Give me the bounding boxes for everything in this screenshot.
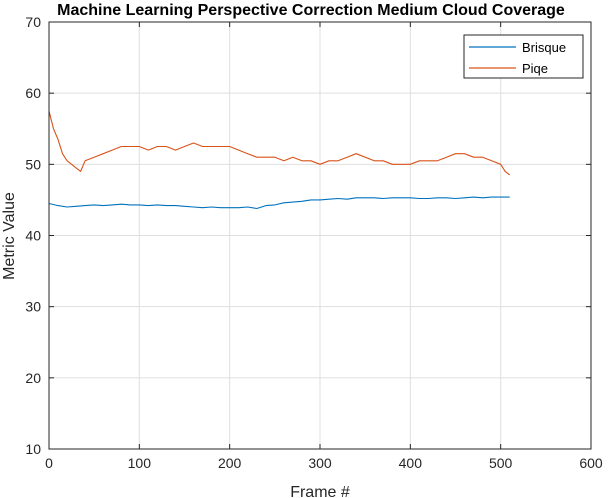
x-tick-label: 500 [489,455,513,471]
y-tick-label: 60 [25,85,41,101]
y-tick-label: 30 [25,299,41,315]
legend-label-brisque: Brisque [522,40,566,55]
y-tick-label: 70 [25,14,41,30]
y-tick-label: 50 [25,156,41,172]
chart-title: Machine Learning Perspective Correction … [57,2,565,19]
legend: Brisque Piqe [463,34,584,79]
y-axis-label: Metric Value [1,192,18,280]
axis-ticks: 0 100 200 300 400 500 600 10 20 30 40 50 60 70 [25,14,602,471]
y-tick-label: 40 [25,228,41,244]
legend-box [463,34,584,79]
legend-label-piqe: Piqe [522,61,548,76]
series-group [48,110,511,210]
series-line-brisque [48,196,510,210]
y-tick-label: 20 [25,370,41,386]
x-axis-label: Frame # [290,484,350,498]
x-tick-label: 0 [45,455,53,471]
x-tick-label: 200 [218,455,242,471]
y-tick-label: 10 [25,441,41,457]
series-line-piqe [48,110,511,176]
x-tick-label: 600 [579,455,603,471]
x-tick-label: 100 [128,455,152,471]
x-tick-label: 400 [399,455,423,471]
x-tick-label: 300 [308,455,332,471]
